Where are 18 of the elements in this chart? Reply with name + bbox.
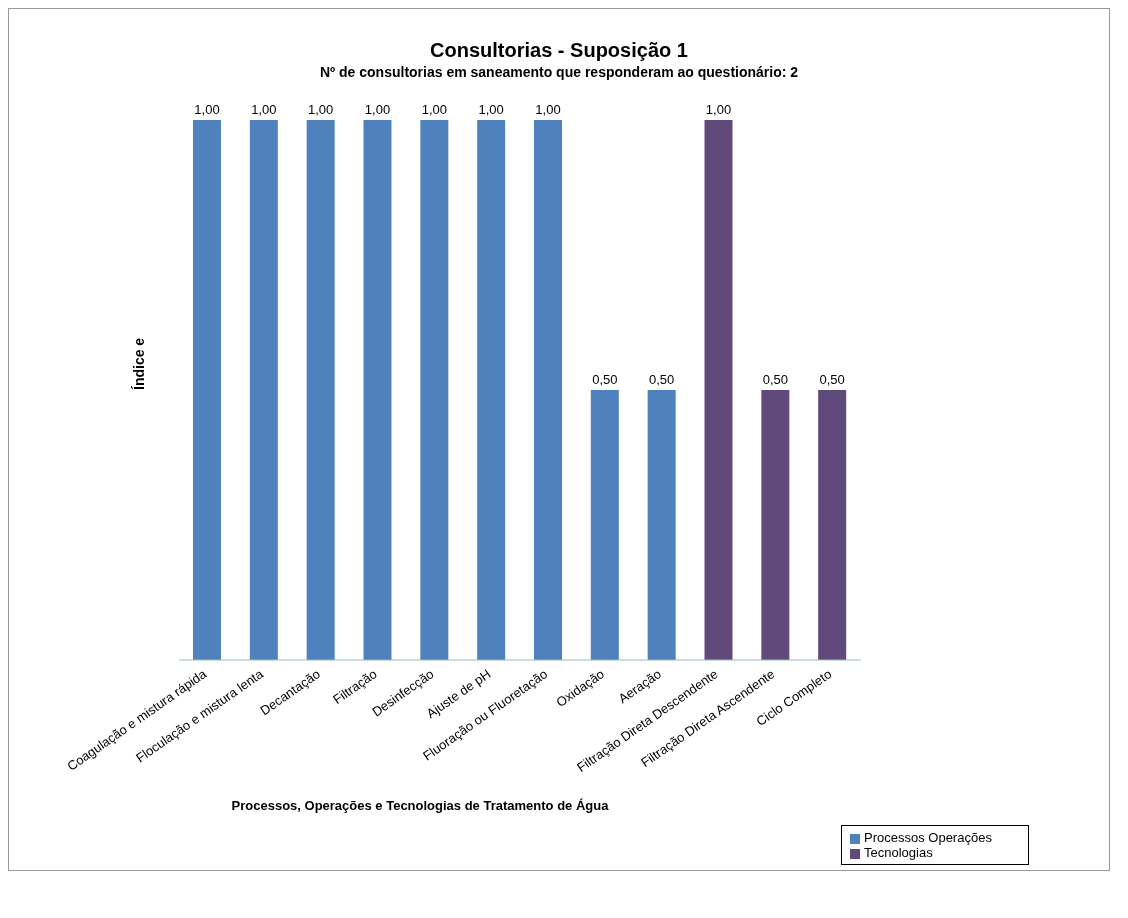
data-label: 1,00 [251, 102, 277, 117]
y-axis-title: Índice e [130, 337, 147, 390]
legend-label: Tecnologias [864, 845, 933, 860]
legend-label: Processos Operações [864, 830, 992, 845]
data-label: 0,50 [819, 372, 845, 387]
data-label: 0,50 [592, 372, 618, 387]
chart-title: Consultorias - Suposição 1 [429, 39, 689, 62]
data-label: 1,00 [535, 102, 561, 117]
data-label: 0,50 [649, 372, 675, 387]
data-label: 1,00 [194, 102, 220, 117]
data-label: 1,00 [705, 102, 732, 117]
data-label: 0,50 [762, 372, 788, 387]
data-label: 1,00 [364, 102, 391, 117]
chart-subtitle: Nº de consultorias em saneamento que responderam ao questionário: 2 [318, 64, 800, 80]
data-label: 1,00 [478, 102, 504, 117]
x-axis-title: Processos, Operações e Tecnologias de Tratamento de Água [231, 798, 610, 813]
data-label: 1,00 [308, 102, 334, 117]
data-label: 1,00 [421, 102, 447, 117]
